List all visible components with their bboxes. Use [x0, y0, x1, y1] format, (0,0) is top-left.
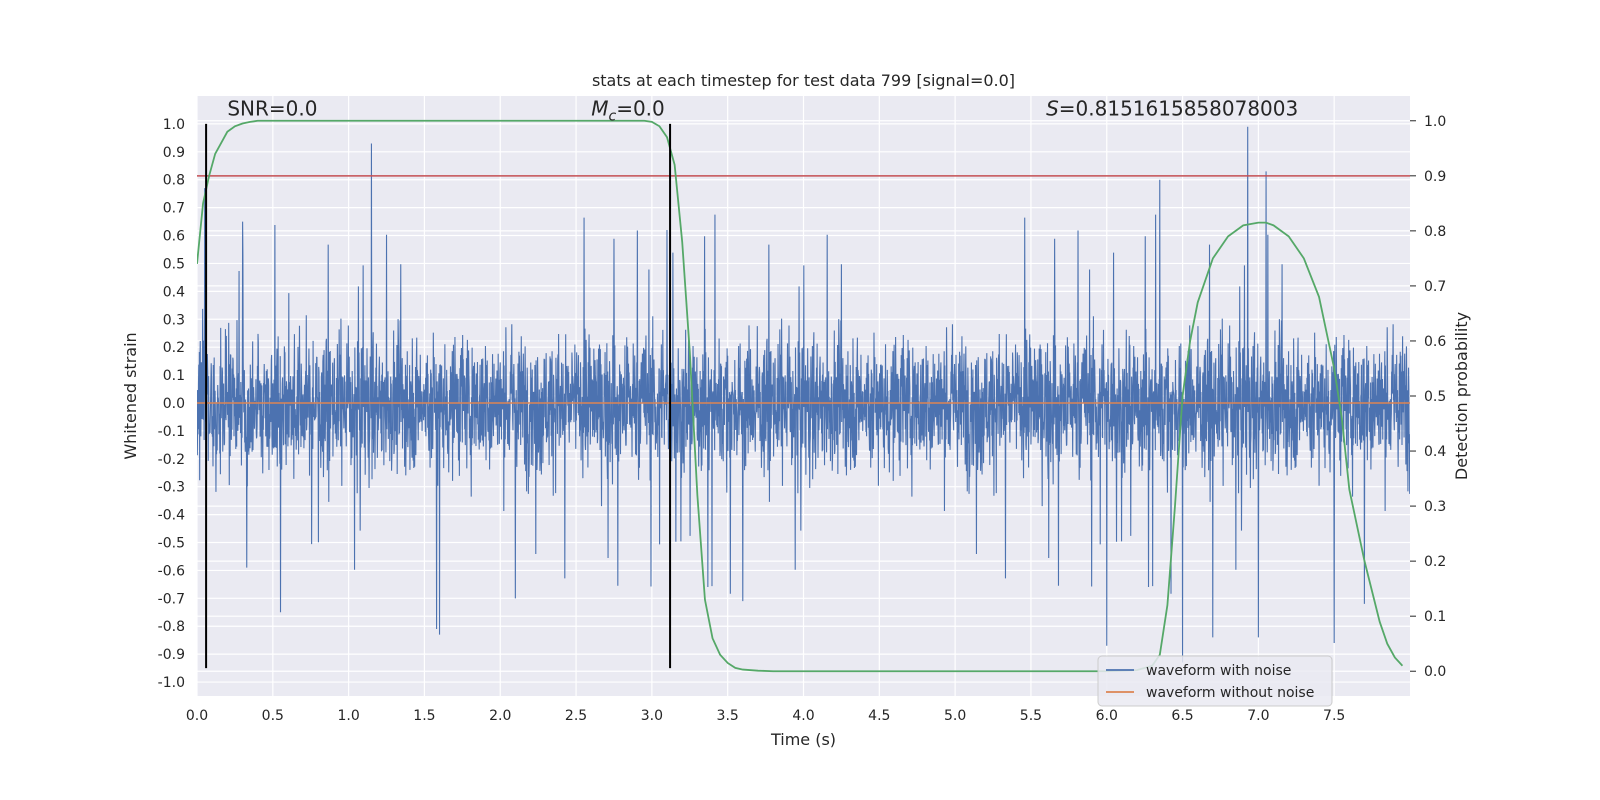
y-tick-label: 0.5: [163, 256, 185, 272]
y-tick-label: -0.2: [158, 452, 185, 468]
x-tick-label: 0.5: [262, 708, 284, 724]
series-layer: [197, 119, 1410, 673]
x-tick-label: 6.0: [1096, 708, 1118, 724]
y-tick-label: -0.5: [158, 536, 185, 552]
y-tick-label: -0.4: [158, 508, 185, 524]
y-tick-label: 0.9: [163, 145, 185, 161]
y2-tick-label: 0.2: [1424, 554, 1446, 570]
annotation-score-value: =0.8151615858078003: [1059, 97, 1298, 121]
x-tick-label: 1.5: [413, 708, 435, 724]
legend: waveform with noise waveform without nois…: [1097, 655, 1333, 707]
annotation-score-symbol: S: [1046, 97, 1059, 121]
legend-label: waveform without noise: [1146, 685, 1314, 701]
y-tick-label: -1.0: [158, 675, 185, 691]
x-tick-label: 6.5: [1171, 708, 1193, 724]
annotation-chirp-mass-value: =0.0: [616, 97, 665, 121]
x-tick-label: 4.5: [868, 708, 890, 724]
y2-tick-label: 0.5: [1424, 389, 1446, 405]
y2-tick-label: 1.0: [1424, 114, 1446, 130]
axis-ticks: 0.0 0.5 1.0 1.5 2.0 2.5 3.0 3.5 4.0 4.5 5.0 5.5 6.0 6…: [158, 114, 1447, 724]
x-tick-label: 3.5: [717, 708, 739, 724]
y-tick-label: 1.0: [163, 117, 185, 133]
x-tick-label: 4.0: [792, 708, 814, 724]
y-tick-label: -0.7: [158, 591, 185, 607]
x-tick-label: 2.5: [565, 708, 587, 724]
y2-tick-label: 0.9: [1424, 169, 1446, 185]
x-tick-label: 2.0: [489, 708, 511, 724]
x-tick-label: 1.0: [337, 708, 359, 724]
chart-title: stats at each timestep for test data 799…: [592, 71, 1015, 90]
x-tick-label: 7.5: [1323, 708, 1345, 724]
y-tick-label: 0.0: [163, 396, 185, 412]
series-waveform-with-noise: [197, 126, 1410, 663]
legend-box: [1097, 655, 1333, 707]
y-tick-label: 0.4: [163, 284, 185, 300]
x-axis-label: Time (s): [770, 730, 836, 749]
annotation-chirp-mass-subscript: c: [608, 109, 616, 125]
annotation-chirp-mass: Mc=0.0: [591, 97, 665, 125]
x-tick-label: 5.0: [944, 708, 966, 724]
y2-tick-label: 0.8: [1424, 224, 1446, 240]
y-tick-label: -0.3: [158, 480, 185, 496]
y2-tick-label: 0.0: [1424, 664, 1446, 680]
y-tick-label: 0.6: [163, 229, 185, 245]
y-tick-label: -0.9: [158, 647, 185, 663]
legend-label: waveform with noise: [1146, 663, 1291, 679]
annotation-chirp-mass-symbol: M: [591, 97, 608, 121]
x-tick-label: 7.0: [1247, 708, 1269, 724]
x-tick-label: 3.0: [641, 708, 663, 724]
y-tick-label: 0.7: [163, 201, 185, 217]
annotation-snr: SNR=0.0: [227, 97, 317, 121]
y-tick-label: 0.1: [163, 368, 185, 384]
x-tick-label: 0.0: [186, 708, 208, 724]
annotation-score: S=0.8151615858078003: [1046, 97, 1298, 121]
y2-tick-label: 0.4: [1424, 444, 1446, 460]
y2-tick-label: 0.1: [1424, 609, 1446, 625]
y2-axis-label: Detection probability: [1452, 312, 1471, 480]
y2-tick-label: 0.6: [1424, 334, 1446, 350]
y-tick-label: -0.8: [158, 619, 185, 635]
y-tick-label: 0.3: [163, 312, 185, 328]
y-tick-label: -0.1: [158, 424, 185, 440]
y2-tick-label: 0.7: [1424, 279, 1446, 295]
y-tick-label: -0.6: [158, 563, 185, 579]
x-tick-label: 5.5: [1020, 708, 1042, 724]
series-detection-probability: [197, 119, 1404, 673]
y-tick-label: 0.2: [163, 340, 185, 356]
y-axis-label: Whitened strain: [121, 332, 140, 459]
y-tick-label: 0.8: [163, 173, 185, 189]
y2-tick-label: 0.3: [1424, 499, 1446, 515]
